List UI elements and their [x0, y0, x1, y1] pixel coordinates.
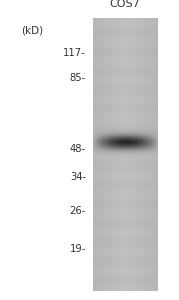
Text: 26-: 26-: [70, 206, 86, 217]
Text: 34-: 34-: [70, 172, 86, 182]
Text: COS7: COS7: [109, 0, 140, 9]
Text: 19-: 19-: [70, 244, 86, 254]
Text: (kD): (kD): [21, 26, 43, 35]
Text: 85-: 85-: [70, 73, 86, 83]
Text: 117-: 117-: [63, 47, 86, 58]
Text: 48-: 48-: [70, 143, 86, 154]
